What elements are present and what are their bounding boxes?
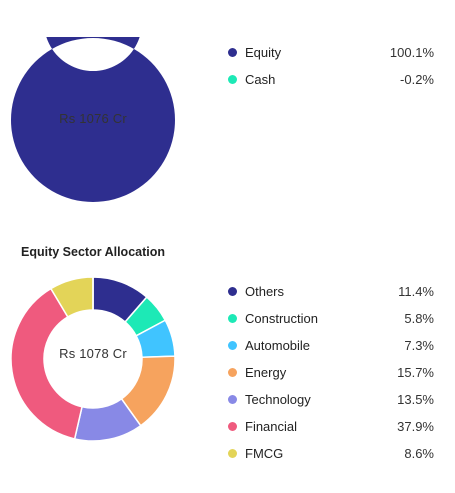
legend-value: 13.5%: [397, 392, 434, 407]
sector-allocation-legend: Others 11.4% Construction 5.8% Automobile 7.3…: [228, 278, 434, 467]
legend-color-dot: [228, 368, 237, 377]
sector-allocation-donut: Rs 1078 Cr: [10, 276, 176, 442]
asset-total-label: Rs 1076 Cr: [59, 111, 127, 126]
legend-color-dot: [228, 75, 237, 84]
asset-allocation-donut: Rs 1076 Cr: [10, 37, 176, 203]
legend-value: 100.1%: [389, 45, 434, 60]
sector-legend-item-automobile: Automobile 7.3%: [228, 332, 434, 359]
legend-label: Cash: [245, 72, 276, 87]
asset-allocation-legend: Equity 100.1% Cash -0.2%: [228, 39, 434, 93]
legend-color-dot: [228, 287, 237, 296]
legend-color-dot: [228, 422, 237, 431]
sector-legend-item-energy: Energy 15.7%: [228, 359, 434, 386]
legend-label: FMCG: [245, 446, 284, 461]
legend-color-dot: [228, 314, 237, 323]
legend-value: 37.9%: [397, 419, 434, 434]
legend-label: Energy: [245, 365, 287, 380]
legend-label: Construction: [245, 311, 318, 326]
sector-legend-item-others: Others 11.4%: [228, 278, 434, 305]
sector-slice-financial: [10, 287, 83, 440]
legend-value: 15.7%: [397, 365, 434, 380]
legend-label: Technology: [245, 392, 311, 407]
legend-color-dot: [228, 341, 237, 350]
legend-value: 7.3%: [404, 338, 434, 353]
legend-label: Equity: [245, 45, 282, 60]
sector-legend-item-construction: Construction 5.8%: [228, 305, 434, 332]
sector-allocation-title: Equity Sector Allocation: [21, 245, 166, 259]
legend-color-dot: [228, 48, 237, 57]
legend-color-dot: [228, 449, 237, 458]
legend-label: Others: [245, 284, 285, 299]
sector-allocation-donut-svg: [10, 276, 176, 442]
asset-allocation-donut-svg: [11, 37, 175, 202]
legend-value: 8.6%: [404, 446, 434, 461]
legend-label: Automobile: [245, 338, 311, 353]
legend-label: Financial: [245, 419, 298, 434]
sector-total-label: Rs 1078 Cr: [59, 346, 127, 361]
asset-legend-item-cash: Cash -0.2%: [228, 66, 434, 93]
legend-value: -0.2%: [400, 72, 434, 87]
sector-legend-item-fmcg: FMCG 8.6%: [228, 440, 434, 467]
asset-legend-item-equity: Equity 100.1%: [228, 39, 434, 66]
sector-legend-item-technology: Technology 13.5%: [228, 386, 434, 413]
asset-slice-equity: [11, 37, 175, 202]
sector-legend-item-financial: Financial 37.9%: [228, 413, 434, 440]
legend-value: 5.8%: [404, 311, 434, 326]
legend-color-dot: [228, 395, 237, 404]
legend-value: 11.4%: [398, 284, 434, 299]
